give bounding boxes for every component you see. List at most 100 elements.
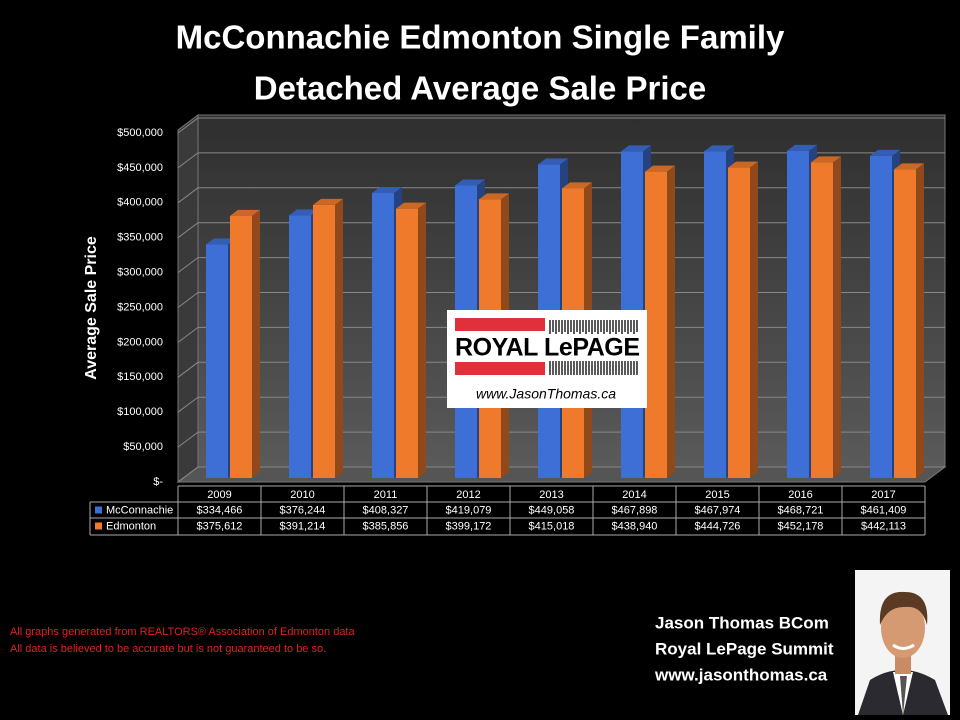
y-tick-label: $100,000	[117, 406, 163, 418]
chart-title: McConnachie Edmonton Single Family	[176, 19, 785, 56]
bar-top	[787, 144, 817, 151]
bar-side	[418, 202, 426, 478]
legend-label: Edmonton	[106, 520, 156, 532]
grid-line	[177, 152, 945, 169]
bar-side	[667, 165, 675, 478]
bar-front	[230, 215, 252, 479]
table-value: $468,721	[778, 504, 824, 516]
bars	[206, 144, 924, 479]
table-value: $334,466	[197, 504, 243, 516]
legend-swatch	[95, 506, 102, 514]
bar-side	[916, 163, 924, 478]
bar-top	[621, 145, 651, 152]
footnote: All graphs generated from REALTORS® Asso…	[10, 626, 355, 638]
bar-top	[289, 209, 319, 216]
legend-swatch	[95, 522, 102, 530]
grid-line	[177, 431, 945, 448]
side-wall	[177, 114, 199, 483]
bar-top	[206, 238, 236, 245]
bar-front	[728, 167, 750, 479]
logo-brand: ROYAL LePAGE	[455, 334, 640, 362]
table-value: $391,214	[280, 520, 326, 532]
bar-front	[313, 204, 335, 479]
bar-front	[704, 151, 726, 479]
table-value: $444,726	[695, 520, 741, 532]
bar-side	[750, 161, 758, 479]
bar-top	[704, 145, 734, 152]
bar-top	[230, 209, 260, 216]
bar-top	[645, 165, 675, 172]
grid-line	[177, 396, 945, 413]
chart-title: Detached Average Sale Price	[254, 70, 706, 107]
logo-bar	[455, 318, 545, 331]
y-tick-label: $350,000	[117, 232, 163, 244]
table-value: $415,018	[529, 520, 575, 532]
y-tick-label: $400,000	[117, 197, 163, 209]
x-tick-label: 2011	[374, 489, 398, 501]
y-tick-label: $50,000	[123, 441, 163, 453]
y-tick-label: $450,000	[117, 162, 163, 174]
x-tick-label: 2012	[456, 489, 480, 501]
bar-top	[455, 179, 485, 186]
bar-front	[372, 192, 394, 479]
grid-line	[177, 361, 945, 378]
table-value: $449,058	[529, 504, 575, 516]
x-tick-label: 2010	[290, 489, 314, 501]
bar-side	[252, 209, 260, 479]
grid-line	[177, 187, 945, 204]
bar	[313, 198, 343, 479]
grid-line	[177, 292, 945, 308]
bar-top	[811, 156, 841, 163]
data-table: 2009 $334,466 $375,612 2010 $376,244 $391,214…	[89, 485, 926, 536]
bar-top	[894, 163, 924, 170]
table-value: $376,244	[280, 504, 326, 516]
bar-front	[396, 208, 418, 478]
grid-line	[177, 257, 945, 274]
bar	[230, 209, 260, 479]
y-axis-title: Average Sale Price	[83, 236, 100, 380]
y-tick-label: $-	[153, 476, 163, 488]
table-value: $452,178	[778, 520, 824, 532]
table-value: $442,113	[861, 520, 906, 532]
x-tick-label: 2017	[871, 489, 895, 501]
table-value: $419,079	[446, 504, 492, 516]
signature-line: www.jasonthomas.ca	[654, 665, 828, 684]
bar-top	[538, 158, 568, 165]
footnote: All data is believed to be accurate but …	[10, 643, 326, 655]
table-value: $467,974	[695, 504, 741, 516]
logo-url: www.JasonThomas.ca	[476, 386, 616, 402]
logo: ROYAL LePAGE www.JasonThomas.ca	[447, 310, 647, 408]
bar	[728, 161, 758, 479]
table-value: $399,172	[446, 520, 492, 532]
table-value: $438,940	[612, 520, 658, 532]
bar-front	[787, 150, 809, 478]
bar-front	[811, 162, 833, 478]
table-value: $408,327	[363, 504, 409, 516]
bar-front	[206, 244, 228, 478]
logo-barcode	[549, 320, 638, 375]
bar	[894, 163, 924, 478]
grid-line	[177, 117, 945, 134]
bar-top	[562, 182, 592, 189]
bar	[645, 165, 675, 478]
table-value: $467,898	[612, 504, 658, 516]
x-tick-label: 2015	[705, 489, 729, 501]
signature-line: Royal LePage Summit	[655, 639, 834, 658]
x-tick-label: 2009	[207, 489, 231, 501]
table-value: $461,409	[861, 504, 907, 516]
signature-line: Jason Thomas BCom	[655, 613, 829, 632]
bar-front	[894, 169, 916, 478]
logo-bar	[455, 362, 545, 375]
bar-front	[289, 215, 311, 478]
grid	[177, 117, 945, 483]
legend-label: McConnachie	[106, 504, 173, 516]
y-tick-label: $150,000	[117, 371, 163, 383]
table-value: $375,612	[197, 520, 243, 532]
y-tick-label: $200,000	[117, 336, 163, 348]
bar-top	[396, 202, 426, 209]
agent-photo	[855, 570, 950, 715]
y-tick-label: $500,000	[117, 127, 163, 139]
x-tick-label: 2016	[788, 489, 812, 501]
